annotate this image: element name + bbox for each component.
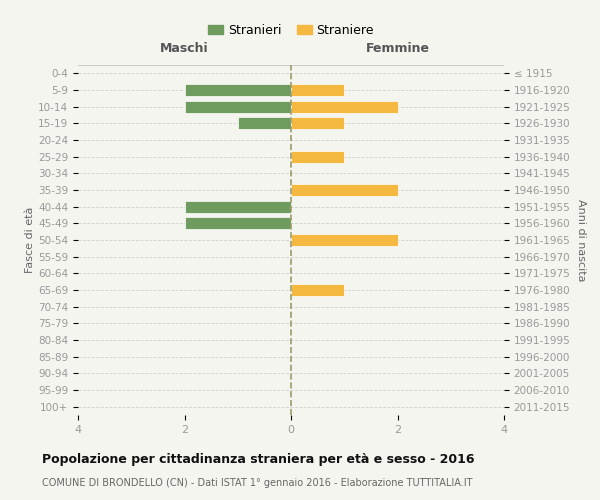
Text: Maschi: Maschi [160, 42, 209, 55]
Text: COMUNE DI BRONDELLO (CN) - Dati ISTAT 1° gennaio 2016 - Elaborazione TUTTITALIA.: COMUNE DI BRONDELLO (CN) - Dati ISTAT 1°… [42, 478, 473, 488]
Bar [291, 284, 344, 296]
Bar [238, 118, 291, 130]
Bar [291, 234, 398, 246]
Bar [291, 184, 398, 196]
Text: Popolazione per cittadinanza straniera per età e sesso - 2016: Popolazione per cittadinanza straniera p… [42, 452, 475, 466]
Y-axis label: Anni di nascita: Anni di nascita [576, 198, 586, 281]
Bar [291, 150, 344, 162]
Bar [185, 218, 291, 230]
Text: Femmine: Femmine [365, 42, 430, 55]
Bar [185, 200, 291, 212]
Bar [291, 118, 344, 130]
Y-axis label: Fasce di età: Fasce di età [25, 207, 35, 273]
Legend: Stranieri, Straniere: Stranieri, Straniere [203, 19, 379, 42]
Bar [291, 100, 398, 112]
Bar [185, 84, 291, 96]
Bar [291, 84, 344, 96]
Bar [185, 100, 291, 112]
